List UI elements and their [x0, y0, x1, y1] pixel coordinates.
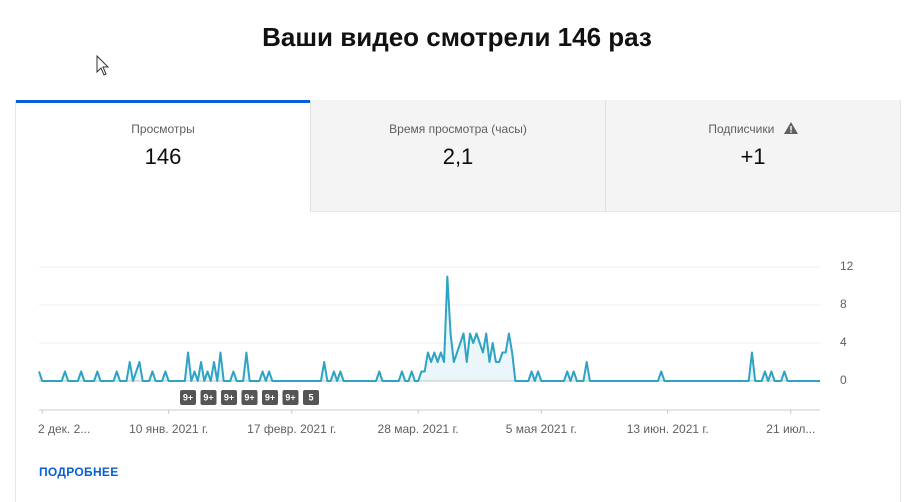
x-tick-label: 10 янв. 2021 г.	[129, 422, 208, 436]
tab-label: Подписчики	[708, 122, 775, 136]
area-fill	[39, 276, 820, 381]
cursor	[96, 55, 110, 76]
warning-icon	[783, 122, 798, 134]
x-tick-label: 21 июл...	[766, 422, 815, 436]
y-tick-label: 12	[840, 259, 854, 273]
marker-badge	[282, 390, 299, 405]
y-tick-label: 8	[840, 297, 847, 311]
marker-badge	[180, 390, 196, 405]
x-tick-label: 13 июн. 2021 г.	[627, 422, 709, 436]
video-marker[interactable]: 9+	[200, 390, 217, 405]
x-tick-label: 5 мая 2021 г.	[506, 422, 577, 436]
video-marker[interactable]: 9+	[221, 390, 237, 405]
video-marker[interactable]: 9+	[180, 390, 196, 405]
video-marker[interactable]: 9+	[241, 390, 258, 405]
marker-label: 9+	[224, 392, 234, 402]
metric-tab[interactable]: Время просмотра (часы) 2,1	[310, 100, 605, 212]
tab-label-row: Подписчики	[606, 122, 900, 136]
tab-value: +1	[740, 144, 766, 169]
metric-tabs: Просмотры 146 Время просмотра (часы) 2,1…	[16, 100, 900, 212]
line	[38, 275, 820, 382]
marker-label: 9+	[244, 392, 254, 402]
tab-value: 146	[144, 144, 182, 169]
video-marker[interactable]: 5	[303, 390, 319, 405]
x-tick-label: 2 дек. 2...	[38, 422, 90, 436]
video-marker[interactable]: 9+	[282, 390, 299, 405]
marker-label: 9+	[285, 392, 295, 402]
tab-label: Просмотры	[131, 122, 195, 136]
x-tick-label: 28 мар. 2021 г.	[378, 422, 459, 436]
y-tick-label: 4	[840, 335, 847, 349]
marker-label: 9+	[183, 392, 193, 402]
tab-label: Время просмотра (часы)	[389, 122, 527, 136]
marker-badge	[241, 390, 258, 405]
metric-tab[interactable]: Просмотры 146	[16, 100, 310, 212]
metric-tab[interactable]: Подписчики +1	[605, 100, 900, 212]
stats-card: Просмотры 146 Время просмотра (часы) 2,1…	[15, 100, 901, 502]
more-link[interactable]: ПОДРОБНЕЕ	[39, 465, 119, 479]
marker-label: 5	[308, 392, 313, 402]
page-title: Ваши видео смотрели 146 раз	[262, 22, 652, 52]
marker-badge	[303, 390, 319, 405]
marker-badge	[200, 390, 217, 405]
marker-badge	[262, 390, 278, 405]
y-tick-label: 0	[840, 373, 847, 387]
tab-value: 2,1	[442, 144, 474, 169]
x-tick-label: 17 февр. 2021 г.	[247, 422, 336, 436]
video-marker[interactable]: 9+	[262, 390, 278, 405]
marker-label: 9+	[203, 392, 213, 402]
marker-badge	[221, 390, 237, 405]
marker-label: 9+	[265, 392, 275, 402]
